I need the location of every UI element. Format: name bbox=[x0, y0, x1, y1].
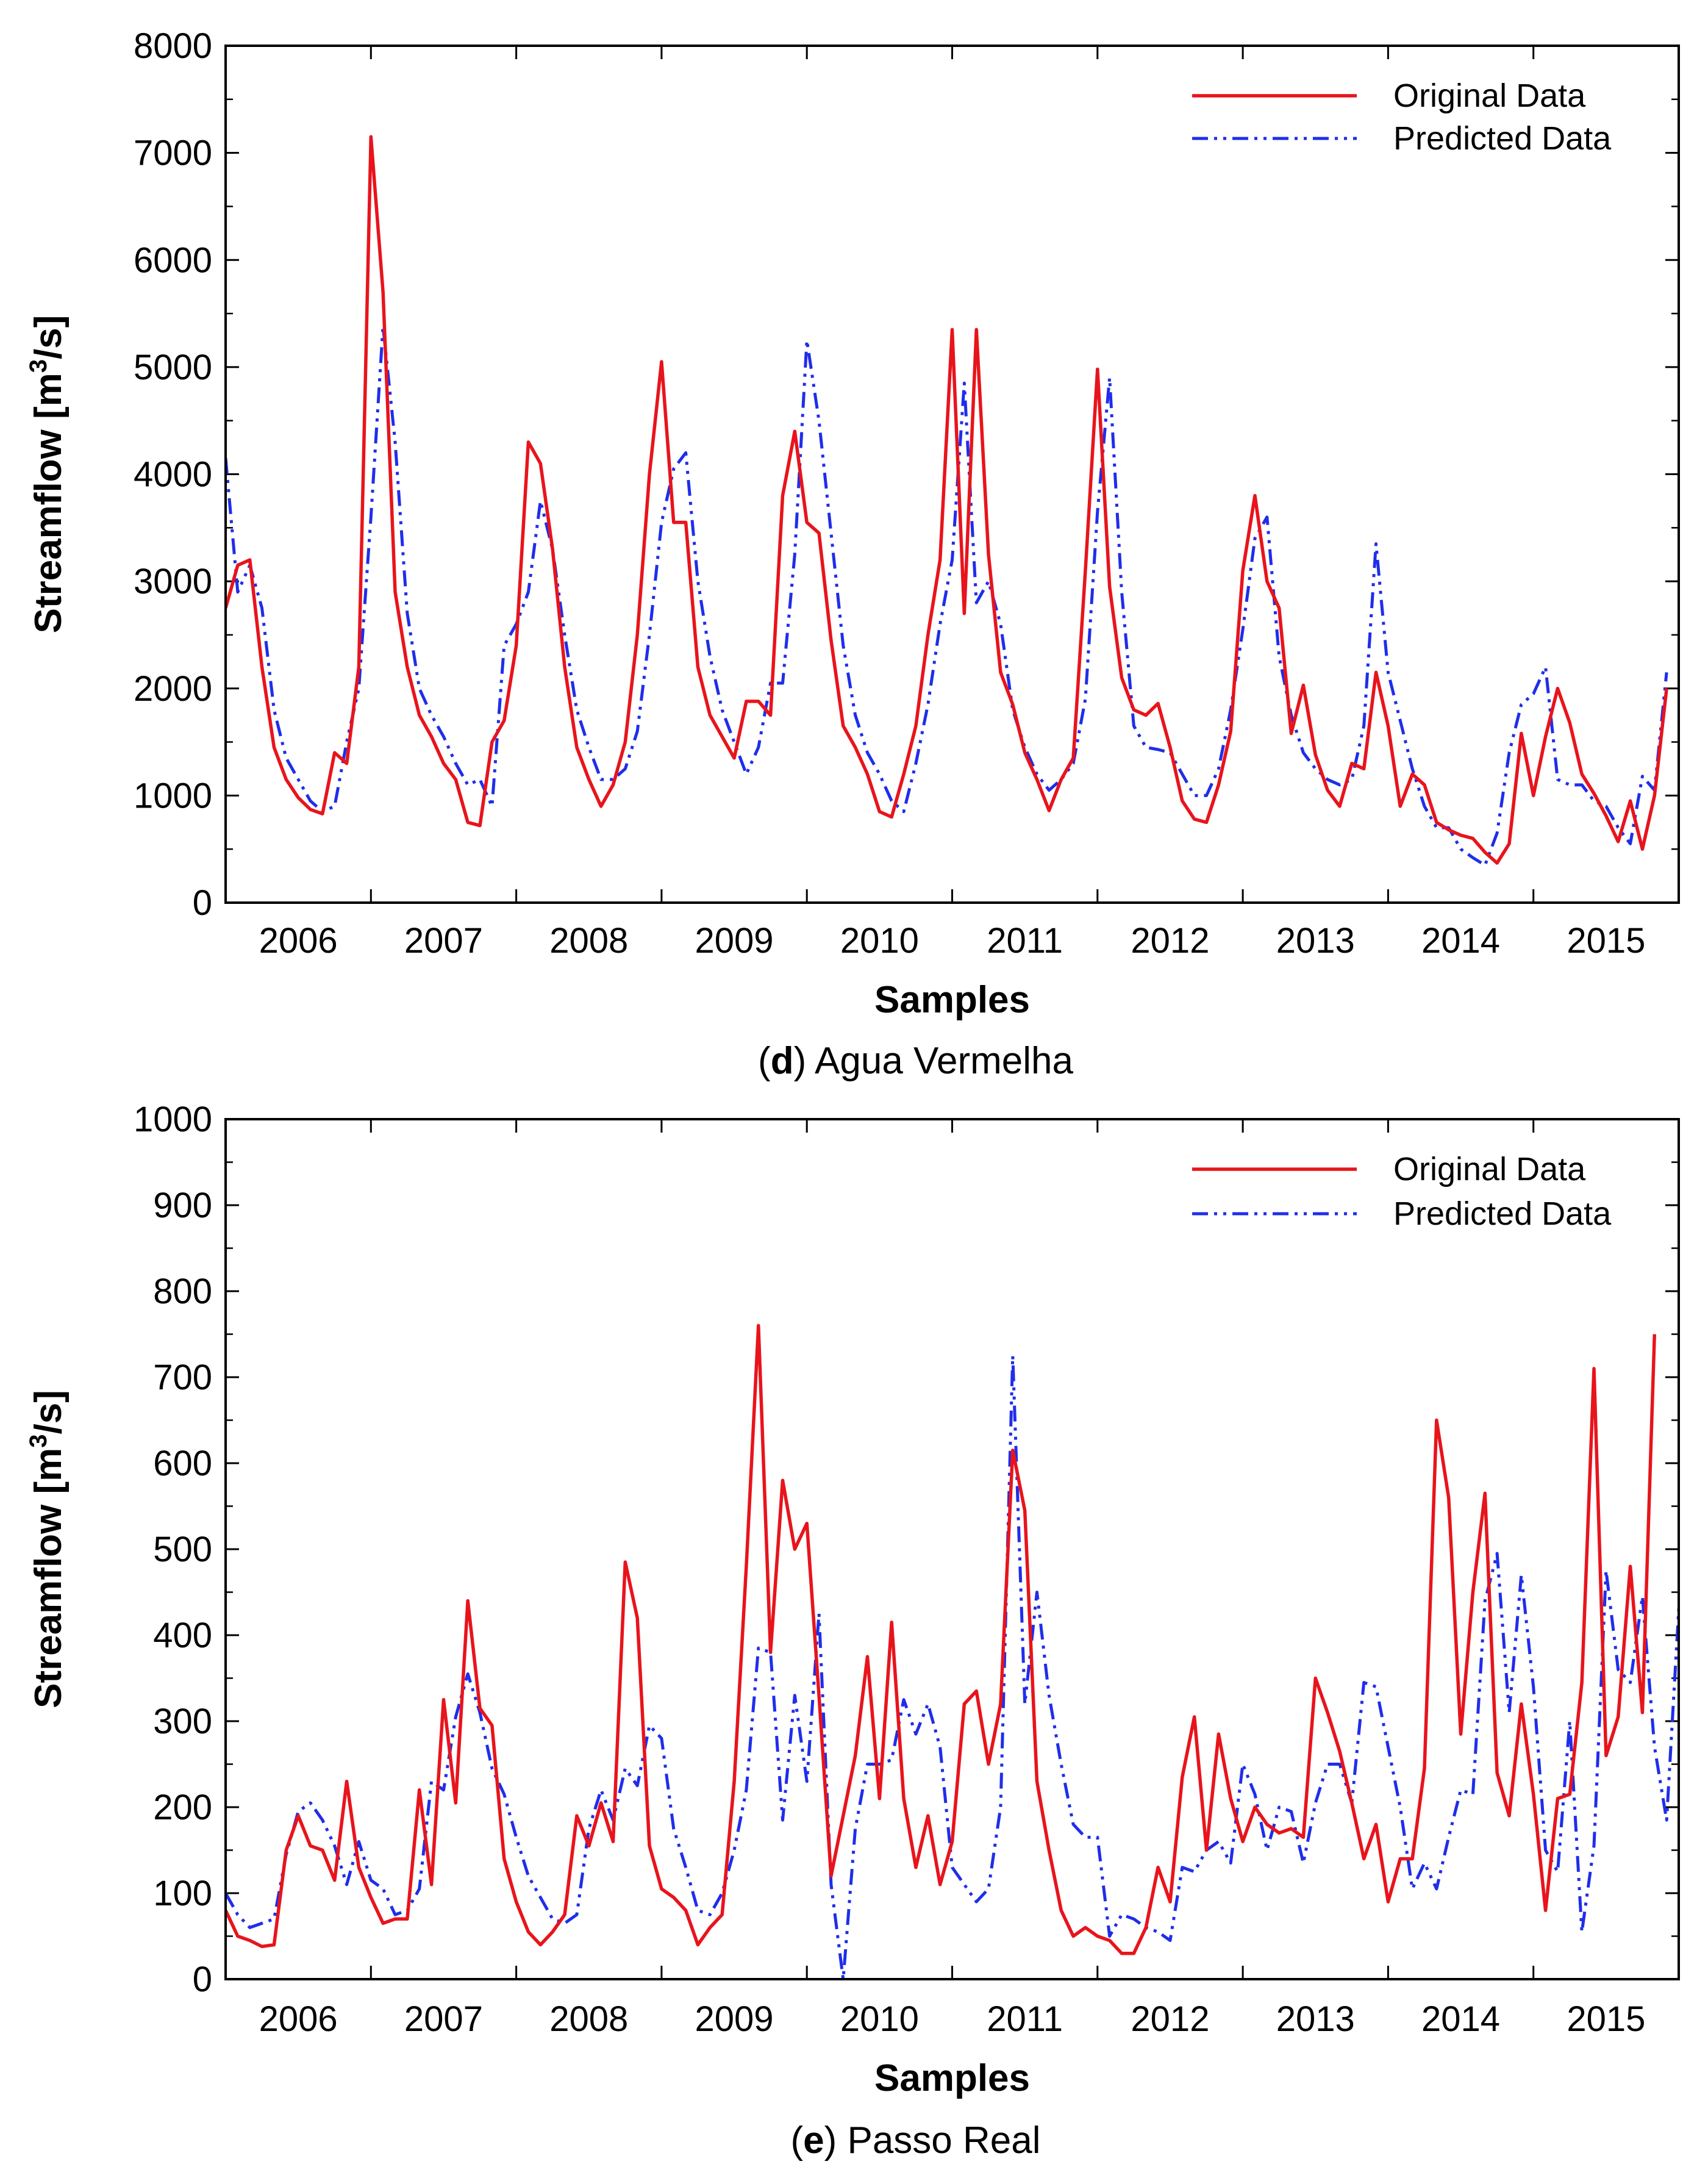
y-tick-label: 8000 bbox=[134, 26, 212, 66]
x-tick-label: 2015 bbox=[1567, 1999, 1645, 2039]
x-tick-label: 2014 bbox=[1421, 1999, 1500, 2039]
y-axis-label: Streamflow [m3/s] bbox=[25, 1390, 70, 1708]
y-tick-label: 100 bbox=[153, 1874, 212, 1913]
x-tick-label: 2014 bbox=[1421, 921, 1500, 961]
y-tick-label: 900 bbox=[153, 1186, 212, 1225]
x-tick-label: 2015 bbox=[1567, 921, 1645, 961]
caption-text: Agua Vermelha bbox=[815, 1040, 1073, 1082]
series-line-original bbox=[226, 135, 1668, 865]
x-tick-label: 2012 bbox=[1131, 1999, 1209, 2039]
y-axis-label-superscript: 3 bbox=[25, 1434, 52, 1447]
y-tick-label: 4000 bbox=[134, 455, 212, 495]
legend-label-predicted: Predicted Data bbox=[1393, 1195, 1612, 1232]
y-tick-label: 200 bbox=[153, 1788, 212, 1827]
y-tick-label: 800 bbox=[153, 1272, 212, 1311]
y-tick-label: 6000 bbox=[134, 240, 212, 280]
x-tick-label: 2013 bbox=[1276, 921, 1355, 961]
y-axis-label-main: Streamflow [m bbox=[27, 1448, 70, 1708]
y-tick-label: 300 bbox=[153, 1702, 212, 1741]
y-tick-label: 600 bbox=[153, 1444, 212, 1483]
series-line-predicted bbox=[226, 1354, 1679, 1979]
plot-frame bbox=[224, 45, 1680, 904]
series-line-original bbox=[226, 1324, 1657, 1955]
x-axis-label: Samples bbox=[874, 979, 1030, 1021]
y-tick-label: 7000 bbox=[134, 134, 212, 173]
x-tick-label: 2010 bbox=[840, 921, 919, 961]
y-axis-label-superscript: 3 bbox=[25, 359, 52, 373]
caption-letter: d bbox=[771, 1040, 794, 1082]
caption-text: Passo Real bbox=[847, 2119, 1040, 2162]
y-axis-label: Streamflow [m3/s] bbox=[25, 315, 70, 634]
chart-panel-passo-real: 0 100 200 300 400 500 600 700 800 900 1000 2006 2007… bbox=[25, 1100, 1680, 2162]
caption-letter: e bbox=[803, 2119, 824, 2162]
x-tick-label: 2007 bbox=[404, 921, 483, 961]
x-tick-label: 2008 bbox=[549, 1999, 628, 2039]
legend-label-predicted: Predicted Data bbox=[1393, 120, 1612, 157]
y-tick-label: 700 bbox=[153, 1358, 212, 1397]
figure-caption: (e) Passo Real bbox=[790, 2119, 1040, 2162]
x-tick-label: 2009 bbox=[695, 1999, 774, 2039]
x-tick-label: 2006 bbox=[259, 1999, 338, 2039]
y-axis-label-main: Streamflow [m bbox=[27, 373, 70, 633]
y-tick-label: 2000 bbox=[134, 669, 212, 709]
x-tick-label: 2011 bbox=[987, 921, 1063, 961]
y-tick-label: 5000 bbox=[134, 348, 212, 387]
y-tick-label: 500 bbox=[153, 1530, 212, 1569]
x-tick-label: 2007 bbox=[404, 1999, 483, 2039]
legend-label-original: Original Data bbox=[1393, 77, 1586, 114]
x-tick-label: 2013 bbox=[1276, 1999, 1355, 2039]
y-tick-label: 0 bbox=[193, 1960, 212, 1999]
legend-label-original: Original Data bbox=[1393, 1151, 1586, 1188]
y-tick-label: 1000 bbox=[134, 1100, 212, 1139]
figure-caption: (d) Agua Vermelha bbox=[758, 1040, 1073, 1082]
caption-close-paren: ) bbox=[824, 2119, 848, 2162]
y-tick-label: 1000 bbox=[134, 776, 212, 815]
chart-panel-agua-vermelha: 0 1000 2000 3000 4000 5000 6000 7000 8000 2006 200… bbox=[25, 26, 1680, 1082]
caption-close-paren: ) bbox=[794, 1040, 815, 1082]
caption-open-paren: ( bbox=[758, 1040, 771, 1082]
x-axis-label: Samples bbox=[874, 2057, 1030, 2099]
y-tick-label: 3000 bbox=[134, 562, 212, 601]
plot-frame bbox=[224, 1118, 1680, 1980]
series-line-predicted bbox=[226, 324, 1668, 867]
caption-open-paren: ( bbox=[790, 2119, 803, 2162]
y-axis-label-tail: /s] bbox=[27, 1390, 70, 1434]
y-tick-label: 0 bbox=[193, 883, 212, 923]
x-tick-label: 2010 bbox=[840, 1999, 919, 2039]
x-tick-label: 2009 bbox=[695, 921, 774, 961]
y-axis-label-tail: /s] bbox=[27, 315, 70, 359]
x-tick-label: 2012 bbox=[1131, 921, 1209, 961]
x-tick-label: 2011 bbox=[987, 1999, 1063, 2039]
y-tick-label: 400 bbox=[153, 1616, 212, 1655]
x-tick-label: 2008 bbox=[549, 921, 628, 961]
x-tick-label: 2006 bbox=[259, 921, 338, 961]
